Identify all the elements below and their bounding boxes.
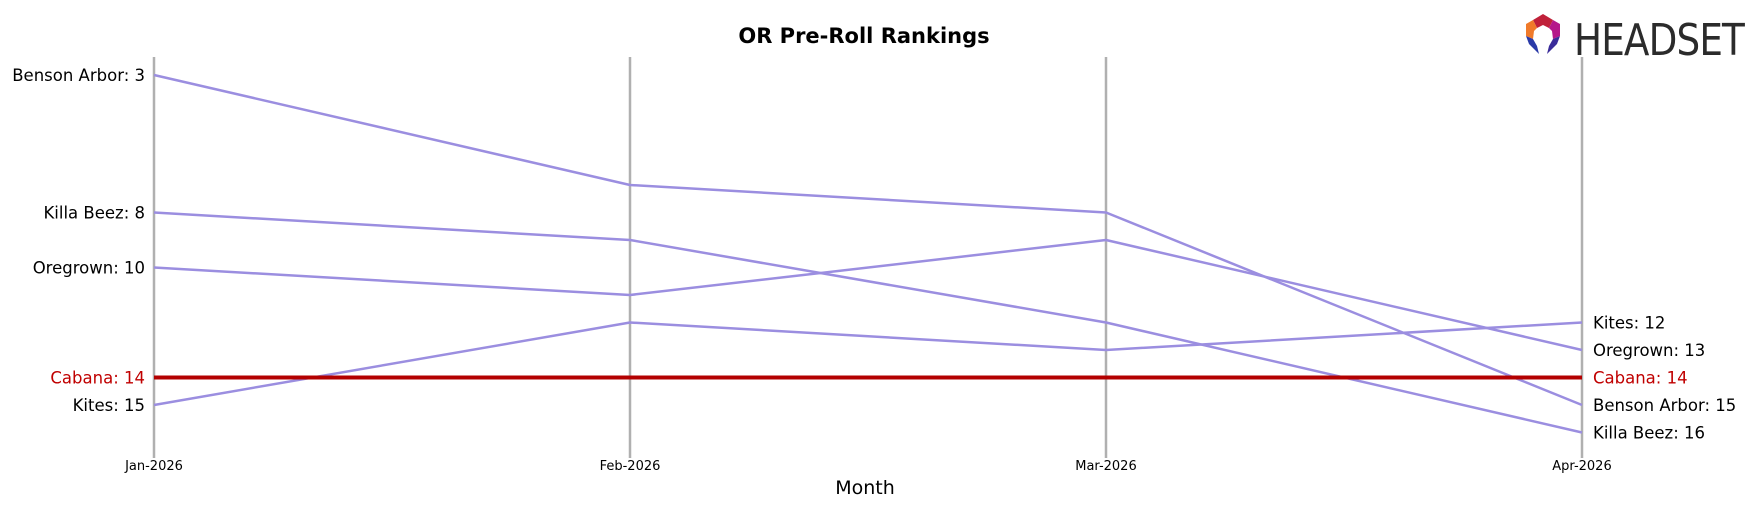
x-tick-jan-2026: Jan-2026 xyxy=(124,459,183,474)
series-line-oregrown xyxy=(153,238,1583,352)
chart-title: OR Pre-Roll Rankings xyxy=(738,24,989,48)
left-label-cabana: Cabana: 14 xyxy=(50,369,145,388)
headset-logo-text: HEADSET xyxy=(1574,15,1745,66)
right-label-cabana: Cabana: 14 xyxy=(1593,369,1688,388)
headset-logo-icon xyxy=(1526,14,1560,54)
series-line-kites xyxy=(153,321,1583,407)
right-label-benson-arbor: Benson Arbor: 15 xyxy=(1593,396,1736,415)
x-axis-label: Month xyxy=(835,477,895,499)
x-tick-mar-2026: Mar-2026 xyxy=(1075,459,1136,474)
x-tick-feb-2026: Feb-2026 xyxy=(600,459,661,474)
series-line-benson-arbor xyxy=(153,73,1583,407)
right-label-killa-beez: Killa Beez: 16 xyxy=(1593,424,1705,443)
x-axis-ticks: Jan-2026 Feb-2026 Mar-2026 Apr-2026 xyxy=(124,459,1612,474)
x-tick-apr-2026: Apr-2026 xyxy=(1552,459,1611,474)
left-label-oregrown: Oregrown: 10 xyxy=(33,259,145,278)
headset-logo: HEADSET xyxy=(1526,14,1746,66)
right-label-oregrown: Oregrown: 13 xyxy=(1593,341,1705,360)
month-gridlines xyxy=(152,57,1584,458)
left-label-kites: Kites: 15 xyxy=(73,396,145,415)
right-rank-labels: Kites: 12 Oregrown: 13 Cabana: 14 Benson Ar… xyxy=(1593,314,1736,443)
left-label-benson-arbor: Benson Arbor: 3 xyxy=(12,66,145,85)
series-line-killa-beez xyxy=(153,211,1583,434)
series-lines xyxy=(153,73,1583,434)
right-label-kites: Kites: 12 xyxy=(1593,314,1665,333)
left-rank-labels: Benson Arbor: 3 Killa Beez: 8 Oregrown: 10… xyxy=(12,66,145,415)
left-label-killa-beez: Killa Beez: 8 xyxy=(43,204,145,223)
